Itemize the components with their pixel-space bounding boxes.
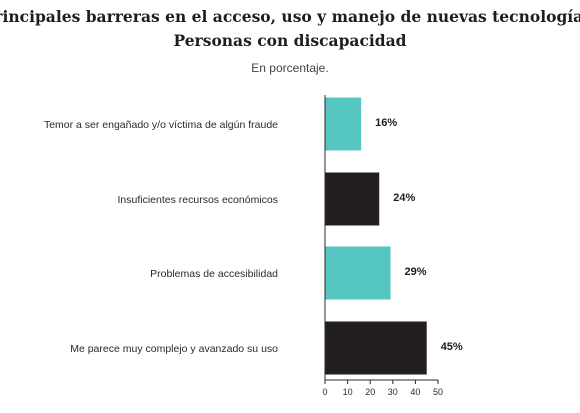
x-tick-label: 0 (322, 387, 327, 397)
bars-group: Temor a ser engañado y/o víctima de algú… (44, 97, 463, 375)
bar (325, 172, 380, 226)
category-label: Problemas de accesibilidad (150, 268, 278, 280)
category-label: Temor a ser engañado y/o víctima de algú… (44, 119, 278, 131)
x-tick-label: 50 (433, 387, 443, 397)
x-tick-label: 20 (365, 387, 375, 397)
bar (325, 321, 427, 375)
x-tick-label: 30 (388, 387, 398, 397)
x-tick-label: 10 (343, 387, 353, 397)
value-label: 29% (405, 266, 427, 278)
value-label: 45% (441, 341, 463, 353)
value-label: 24% (393, 192, 415, 204)
category-label: Me parece muy complejo y avanzado su uso (70, 343, 278, 355)
bar (325, 246, 391, 300)
chart-subtitle: En porcentaje. (251, 61, 328, 75)
chart-title-line2: Personas con discapacidad (173, 31, 406, 50)
value-label: 16% (375, 117, 397, 129)
x-tick-label: 40 (410, 387, 420, 397)
x-axis: 0 10 20 30 40 50 (322, 95, 443, 397)
bar (325, 97, 362, 151)
category-label: Insuficientes recursos económicos (118, 194, 279, 206)
chart-title: Principales barreras en el acceso, uso y… (0, 7, 580, 26)
